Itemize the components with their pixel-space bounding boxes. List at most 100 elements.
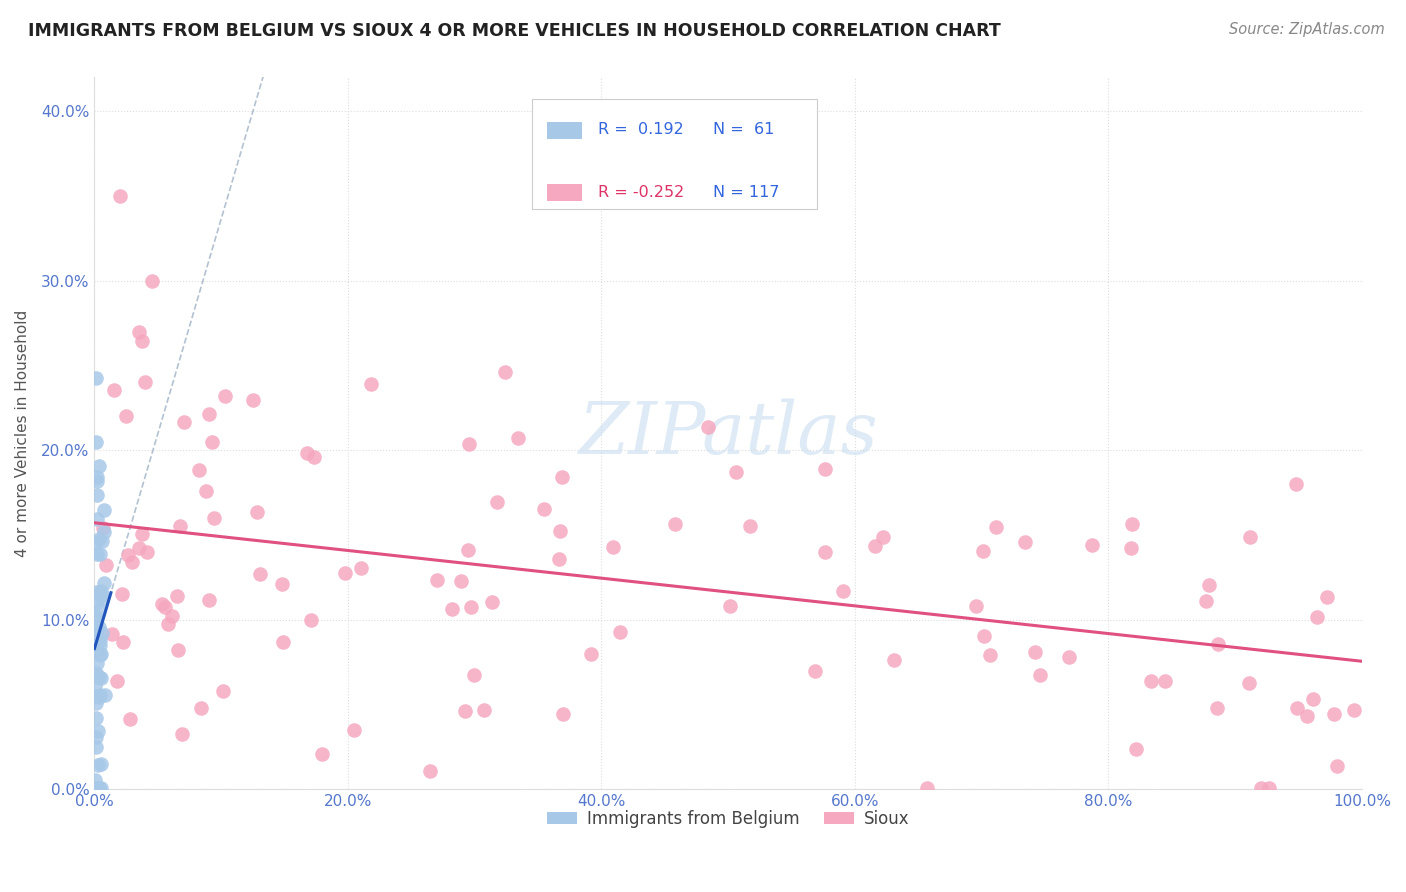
- Point: [84, 731, 107, 745]
- Point: [86, 645, 108, 659]
- Point: [94, 558, 117, 572]
- Point: [1239, 530, 1261, 544]
- Point: [166, 589, 188, 603]
- Point: [136, 545, 159, 559]
- Point: [454, 705, 477, 719]
- Text: N = 117: N = 117: [713, 185, 779, 200]
- Point: [86, 711, 108, 725]
- Point: [84, 668, 107, 682]
- Point: [90, 757, 112, 772]
- Point: [89, 547, 111, 561]
- Point: [90, 648, 112, 662]
- Point: [602, 540, 624, 554]
- Point: [83, 679, 105, 693]
- Point: [1302, 691, 1324, 706]
- Point: [118, 712, 141, 726]
- Point: [1057, 650, 1080, 665]
- Point: [1081, 538, 1104, 552]
- Point: [91, 534, 114, 549]
- Point: [115, 409, 138, 424]
- Point: [1125, 741, 1147, 756]
- Point: [121, 555, 143, 569]
- Point: [1286, 700, 1309, 714]
- Point: [84, 585, 107, 599]
- Point: [84, 773, 107, 788]
- Point: [463, 668, 485, 682]
- Point: [131, 334, 153, 349]
- Point: [86, 474, 108, 488]
- Legend: Immigrants from Belgium, Sioux: Immigrants from Belgium, Sioux: [540, 803, 917, 834]
- Point: [1296, 708, 1319, 723]
- Point: [1206, 637, 1229, 651]
- Point: [1153, 673, 1175, 688]
- Point: [457, 543, 479, 558]
- Point: [89, 620, 111, 634]
- Point: [1237, 676, 1260, 690]
- Point: [1029, 668, 1052, 682]
- Point: [246, 505, 269, 519]
- Point: [87, 602, 110, 616]
- Point: [167, 643, 190, 657]
- Point: [343, 723, 366, 737]
- Point: [738, 519, 761, 533]
- Point: [117, 549, 139, 563]
- Point: [804, 665, 827, 679]
- Point: [979, 648, 1001, 662]
- Point: [664, 516, 686, 531]
- Point: [87, 780, 110, 795]
- Point: [242, 393, 264, 408]
- Point: [212, 683, 235, 698]
- Point: [89, 632, 111, 647]
- Point: [1024, 645, 1046, 659]
- Point: [89, 638, 111, 652]
- Point: [83, 780, 105, 795]
- Point: [91, 521, 114, 535]
- Point: [86, 487, 108, 501]
- Point: [105, 673, 128, 688]
- Point: [984, 520, 1007, 534]
- Point: [89, 688, 111, 702]
- Point: [201, 435, 224, 450]
- Point: [84, 611, 107, 625]
- Point: [84, 371, 107, 385]
- Point: [87, 669, 110, 683]
- Point: [87, 670, 110, 684]
- Point: [87, 723, 110, 738]
- FancyBboxPatch shape: [547, 185, 582, 202]
- FancyBboxPatch shape: [531, 99, 817, 209]
- Point: [87, 690, 110, 705]
- Point: [1195, 594, 1218, 608]
- Point: [1323, 706, 1346, 721]
- Point: [1121, 517, 1143, 532]
- Point: [973, 629, 995, 643]
- Point: [84, 608, 107, 623]
- Point: [90, 626, 112, 640]
- Point: [419, 764, 441, 778]
- Point: [86, 632, 108, 647]
- Point: [609, 625, 631, 640]
- Point: [1257, 780, 1279, 795]
- Point: [551, 470, 574, 484]
- Point: [333, 566, 356, 581]
- Point: [93, 576, 115, 591]
- Point: [188, 463, 211, 477]
- Point: [84, 632, 107, 646]
- Point: [93, 503, 115, 517]
- Point: [915, 780, 938, 795]
- Point: [156, 617, 179, 632]
- Point: [89, 587, 111, 601]
- Point: [91, 588, 114, 602]
- Point: [86, 470, 108, 484]
- Point: [86, 547, 108, 561]
- Point: [202, 511, 225, 525]
- FancyBboxPatch shape: [547, 122, 582, 139]
- Point: [872, 530, 894, 544]
- Text: IMMIGRANTS FROM BELGIUM VS SIOUX 4 OR MORE VEHICLES IN HOUSEHOLD CORRELATION CHA: IMMIGRANTS FROM BELGIUM VS SIOUX 4 OR MO…: [28, 22, 1001, 40]
- Point: [551, 707, 574, 722]
- Point: [84, 596, 107, 610]
- Point: [302, 450, 325, 465]
- Point: [472, 703, 495, 717]
- Point: [550, 524, 572, 538]
- Text: N =  61: N = 61: [713, 122, 775, 136]
- Point: [91, 592, 114, 607]
